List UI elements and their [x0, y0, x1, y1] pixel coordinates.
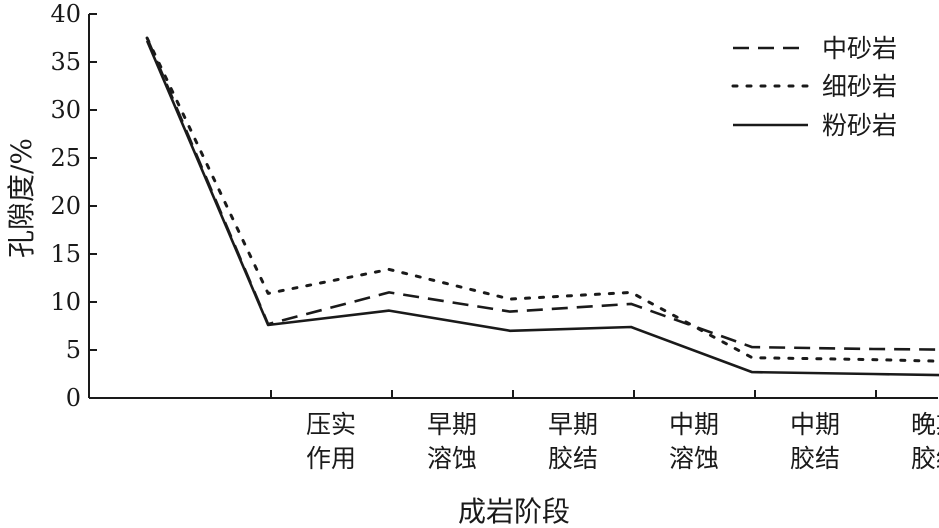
legend-label: 粉砂岩: [822, 111, 897, 140]
x-category-label: 早期: [548, 410, 598, 439]
series-lines: [145, 36, 939, 377]
y-tick-label: 40: [50, 0, 81, 28]
y-tick-label: 35: [50, 48, 81, 76]
y-tick-label: 5: [66, 336, 81, 364]
x-category-label: 作用: [306, 444, 356, 473]
legend-label: 中砂岩: [822, 34, 897, 63]
y-tick-label: 25: [50, 144, 81, 172]
x-axis-title: 成岩阶段: [458, 495, 570, 528]
x-category-label: 胶结: [790, 444, 840, 473]
series-line-solid: [145, 40, 939, 377]
x-category-label: 压实: [306, 410, 356, 439]
legend-label: 细砂岩: [822, 72, 897, 101]
x-category-label: 胶结: [911, 444, 939, 473]
x-category-label: 晚期: [911, 410, 939, 439]
y-tick-label: 0: [66, 384, 81, 412]
y-tick-label: 15: [50, 240, 81, 268]
series-line-dashed: [145, 37, 939, 351]
y-tick-label: 30: [50, 96, 81, 124]
x-category-label: 胶结: [548, 444, 598, 473]
x-category-label: 早期: [427, 410, 477, 439]
y-ticks: 0 5 10 15 20 25 30 35 40: [50, 0, 97, 412]
series-line-dotted: [145, 36, 939, 363]
y-tick-label: 20: [50, 192, 81, 220]
x-category-label: 中期: [669, 410, 719, 439]
x-category-label: 溶蚀: [427, 444, 477, 473]
x-category-label: 中期: [790, 410, 840, 439]
x-category-label: 溶蚀: [669, 444, 719, 473]
y-tick-label: 10: [50, 288, 81, 316]
y-axis-title: 孔隙度/%: [5, 138, 38, 258]
